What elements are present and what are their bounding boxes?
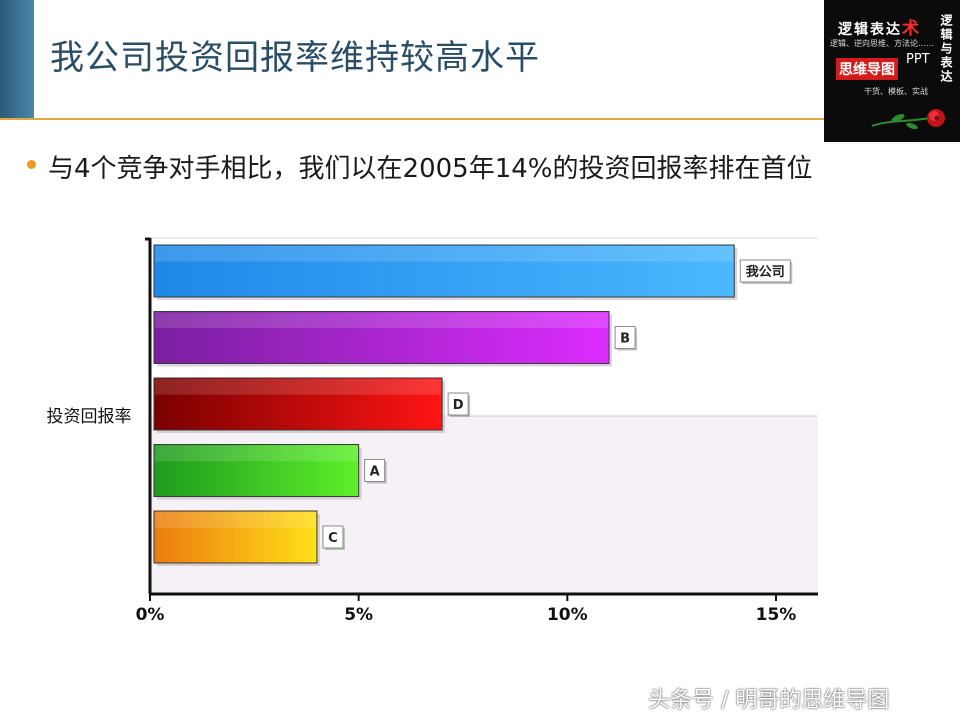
bar-3: [153, 377, 443, 431]
logo-line-3: 思维导图: [836, 58, 898, 80]
bar-label: A: [370, 465, 380, 480]
watermark-text: 头条号 / 明哥的思维导图: [648, 688, 890, 713]
logo-line-1: 逻辑表达术: [838, 19, 921, 39]
logo-vertical-text: 逻辑与表达: [939, 14, 953, 84]
bar-gloss: [155, 379, 442, 395]
bar-1: [153, 244, 735, 298]
bar-5: [153, 510, 318, 564]
brand-logo: 逻辑表达术 逻辑、逆向思维、方法论…… 思维导图 PPT 干货、模板、实战 逻辑…: [824, 0, 960, 142]
bar-label: C: [328, 531, 338, 546]
bar-label: 我公司: [746, 264, 785, 280]
label-box: [614, 326, 636, 349]
headline-text: 与4个竞争对手相比，我们以在2005年14%的投资回报率排在首位: [48, 154, 813, 184]
bullet-icon: [27, 160, 36, 169]
title-accent-bar: [0, 0, 34, 120]
page-title: 我公司投资回报率维持较高水平: [50, 38, 540, 78]
plot-background-lower: [150, 416, 818, 594]
bar-2: [153, 311, 610, 364]
title-divider: [0, 118, 824, 120]
x-tick-label: 5%: [344, 605, 373, 625]
x-tick-label: 0%: [136, 605, 165, 625]
bar-gloss: [155, 512, 316, 528]
label-box: [739, 259, 791, 283]
label-box: [364, 459, 386, 482]
label-box: [447, 392, 469, 416]
x-tick-label: 15%: [756, 605, 797, 625]
label-box: [322, 525, 344, 549]
bar-gloss: [155, 445, 358, 462]
bar-label: B: [620, 332, 630, 347]
rose-icon: [871, 109, 945, 130]
logo-line-4: PPT: [906, 52, 930, 67]
bar-4: [153, 444, 360, 497]
x-tick-label: 10%: [547, 605, 588, 625]
logo-line-5: 干货、模板、实战: [864, 87, 928, 96]
bar-label: D: [453, 398, 464, 413]
logo-line-2: 逻辑、逆向思维、方法论……: [830, 39, 934, 48]
bar-gloss: [155, 312, 609, 329]
y-axis-label: 投资回报率: [47, 407, 132, 427]
bar-gloss: [155, 246, 734, 262]
